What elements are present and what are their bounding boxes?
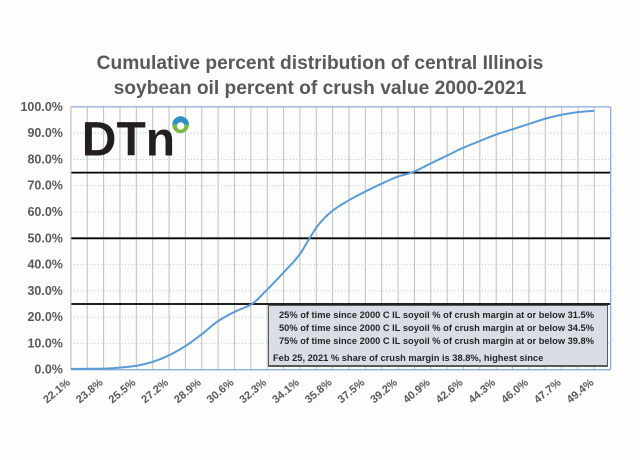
svg-text:DTn: DTn bbox=[82, 114, 175, 167]
